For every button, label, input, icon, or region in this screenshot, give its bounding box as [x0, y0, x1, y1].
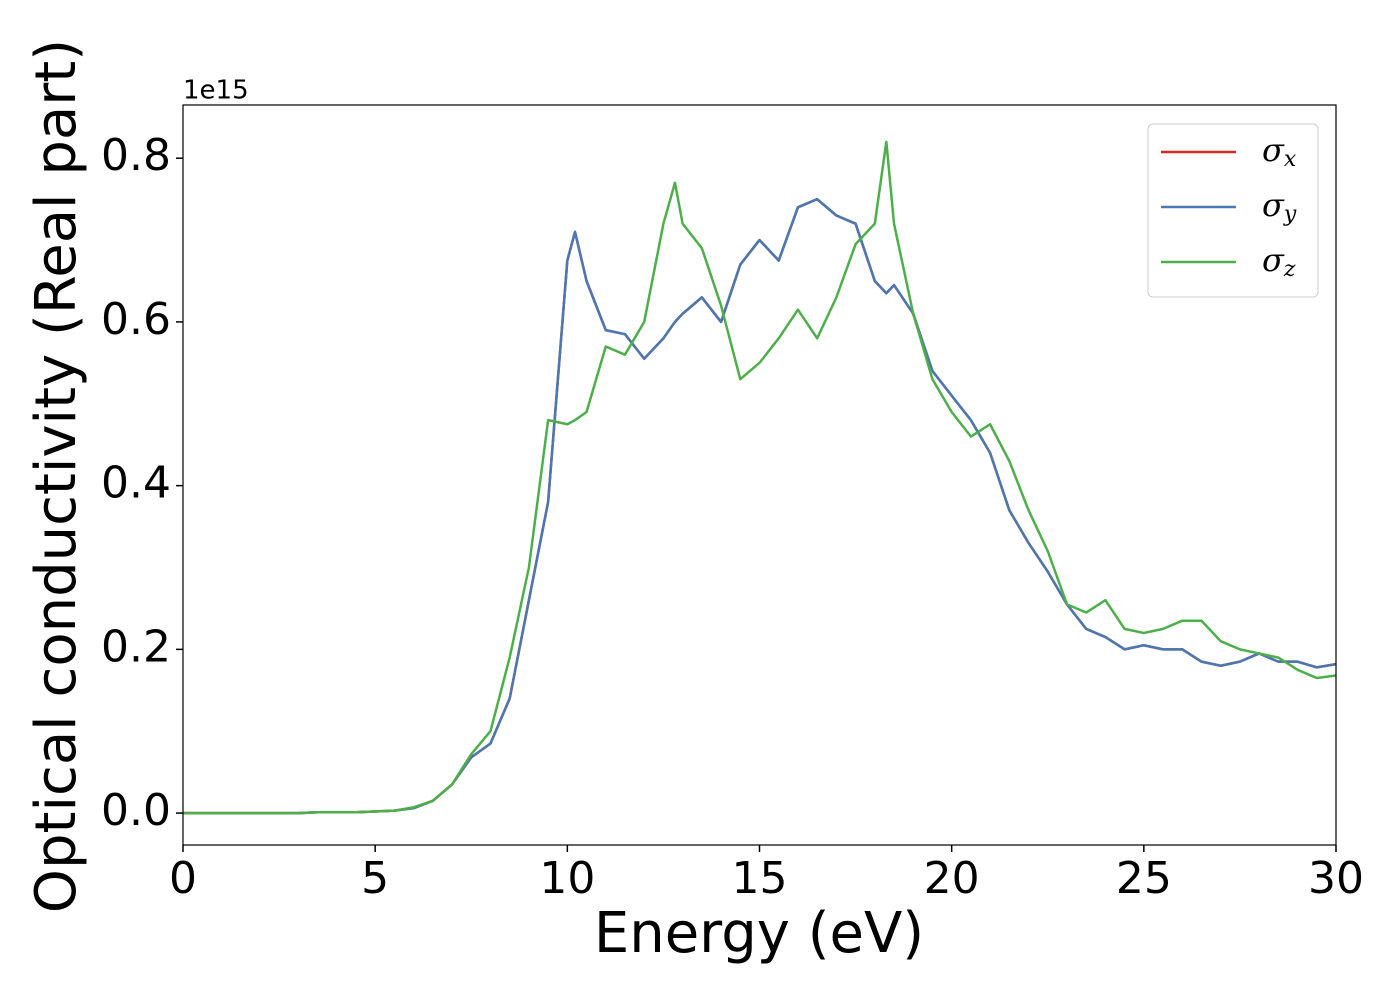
legend-label: σz — [1262, 241, 1296, 283]
legend-box — [1147, 123, 1319, 298]
y-tick-label: 0.6 — [101, 294, 171, 345]
y-axis-label: Optical conductivity (Real part) — [24, 39, 89, 913]
x-tick-label: 25 — [1116, 853, 1172, 904]
x-tick-label: 15 — [732, 853, 788, 904]
x-tick-label: 5 — [361, 853, 389, 904]
legend: σx σy σz — [1147, 123, 1319, 298]
x-tick-label: 10 — [539, 853, 595, 904]
y-tick-label: 0.2 — [101, 621, 171, 672]
x-tick-label: 30 — [1308, 853, 1364, 904]
plot-frame — [182, 104, 1337, 846]
x-tick-label: 0 — [169, 853, 197, 904]
x-tick-label: 20 — [924, 853, 980, 904]
y-tick-label: 0.0 — [101, 785, 171, 836]
legend-label: σy — [1262, 186, 1297, 228]
series-line — [183, 140, 1337, 815]
x-axis-label: Energy (eV) — [594, 901, 924, 966]
y-offset-label: 1e15 — [183, 76, 249, 106]
legend-label: σx — [1262, 131, 1297, 173]
y-tick-label: 0.8 — [101, 130, 171, 181]
y-tick-label: 0.4 — [101, 458, 171, 509]
